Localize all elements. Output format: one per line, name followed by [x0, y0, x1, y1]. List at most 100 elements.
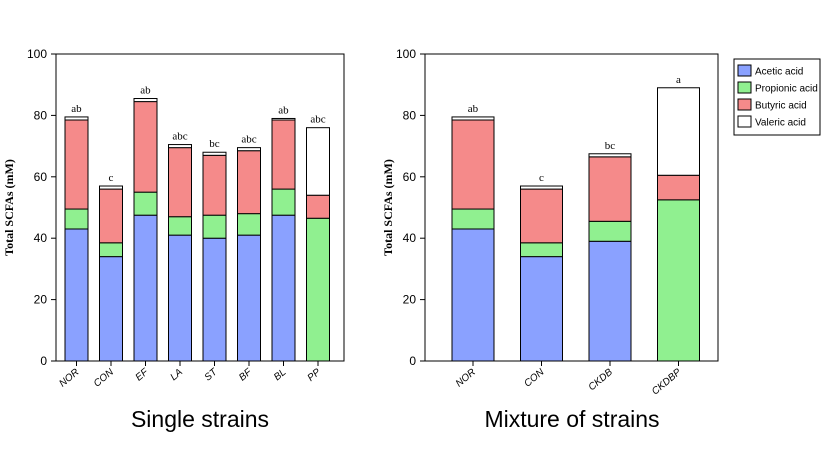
- bar-nor-acetic-acid: [64, 228, 89, 362]
- bar-con-propionic-acid: [99, 242, 123, 258]
- bar-con-propionic-acid: [520, 242, 563, 258]
- significance-label-la: abc: [172, 131, 187, 143]
- bar-con-acetic-acid: [520, 256, 563, 362]
- significance-label-pp: abc: [310, 114, 325, 126]
- x-tick-label-st: ST: [203, 366, 221, 383]
- bar-st-propionic-acid: [202, 214, 227, 239]
- y-tick-label: 60: [403, 170, 417, 184]
- significance-label-ckdbp: a: [676, 74, 681, 86]
- bar-nor-propionic-acid: [451, 208, 495, 230]
- y-tick-label: 0: [409, 354, 416, 368]
- bar-ef-butyric-acid: [133, 101, 158, 193]
- bar-ckdb-butyric-acid: [588, 156, 632, 222]
- bar-bf-butyric-acid: [237, 150, 261, 215]
- legend: Acetic acid Propionic acid Butyric acid Val…: [733, 58, 821, 136]
- bar-st-butyric-acid: [202, 154, 227, 216]
- x-tick-label-nor: NOR: [57, 367, 81, 390]
- x-tick-label-ckdb: CKDB: [587, 367, 616, 393]
- bar-st-acetic-acid: [202, 237, 227, 362]
- legend-label-propionic-acid: Propionic acid: [755, 84, 818, 95]
- significance-label-ef: ab: [140, 85, 151, 97]
- bar-bl-butyric-acid: [271, 119, 296, 190]
- legend-label-acetic-acid: Acetic acid: [755, 67, 803, 78]
- bar-pp-valeric-acid: [306, 127, 330, 196]
- significance-label-con: c: [539, 172, 544, 184]
- y-tick-label: 20: [34, 293, 48, 307]
- x-tick-label-la: LA: [168, 367, 185, 384]
- y-tick-label: 60: [34, 170, 48, 184]
- bar-bf-valeric-acid: [237, 147, 261, 152]
- bar-nor-propionic-acid: [64, 208, 89, 230]
- bar-con-butyric-acid: [99, 188, 123, 244]
- y-tick-label: 20: [403, 293, 417, 307]
- bar-ef-valeric-acid: [133, 98, 158, 103]
- bar-bl-valeric-acid: [271, 117, 296, 121]
- x-tick-label-con: CON: [522, 366, 547, 389]
- plot-frame: [55, 53, 345, 362]
- y-tick-label: 80: [403, 108, 417, 122]
- bar-con-valeric-acid: [99, 185, 123, 190]
- significance-label-ckdb: bc: [605, 140, 616, 152]
- significance-label-st: bc: [209, 138, 220, 150]
- bar-ckdb-propionic-acid: [588, 220, 632, 242]
- x-tick-label-ef: EF: [134, 366, 152, 383]
- bar-la-valeric-acid: [168, 144, 192, 149]
- y-tick-label: 40: [34, 231, 48, 245]
- legend-label-butyric-acid: Butyric acid: [755, 101, 807, 112]
- bar-ef-acetic-acid: [133, 214, 158, 362]
- y-axis-label: Total SCFAs (mM): [381, 159, 395, 256]
- legend-swatch-butyric-acid: [737, 98, 752, 111]
- bar-la-butyric-acid: [168, 147, 192, 218]
- y-axis-label: Total SCFAs (mM): [2, 159, 16, 256]
- chart-mixture-of-strains: 0 20 40 60 80 100 Total SCFAs (mM) NOR ab CON c CKD…: [381, 47, 719, 432]
- significance-label-con: c: [109, 172, 114, 184]
- x-tick-label-ckdbp: CKDBP: [650, 367, 684, 398]
- y-tick-label: 80: [34, 108, 48, 122]
- bar-nor-butyric-acid: [451, 119, 495, 210]
- bar-ckdbp-butyric-acid: [657, 174, 700, 201]
- bar-ckdb-valeric-acid: [588, 153, 632, 158]
- significance-label-bf: abc: [241, 134, 256, 146]
- x-tick-label-con: CON: [92, 366, 117, 389]
- legend-swatch-propionic-acid: [737, 81, 752, 94]
- y-tick-label: 40: [403, 231, 417, 245]
- chart-caption: Mixture of strains: [484, 406, 659, 432]
- bar-nor-butyric-acid: [64, 119, 89, 210]
- bar-nor-valeric-acid: [451, 116, 495, 121]
- legend-label-valeric-acid: Valeric acid: [755, 118, 806, 129]
- bar-con-valeric-acid: [520, 185, 563, 190]
- bar-pp-propionic-acid: [306, 217, 330, 362]
- bar-ckdbp-propionic-acid: [657, 199, 700, 362]
- plot-frame: [424, 53, 719, 362]
- bar-bf-acetic-acid: [237, 234, 261, 362]
- bar-ckdb-acetic-acid: [588, 240, 632, 362]
- significance-label-bl: ab: [278, 104, 289, 116]
- bar-pp-butyric-acid: [306, 194, 330, 219]
- y-tick-label: 100: [27, 47, 47, 61]
- significance-label-nor: ab: [71, 103, 82, 115]
- y-tick-label: 100: [396, 47, 416, 61]
- chart-single-strains: 0 20 40 60 80 100 Total SCFAs (mM) NOR ab CON c EF a…: [2, 47, 345, 432]
- bar-la-propionic-acid: [168, 216, 192, 236]
- legend-swatch-valeric-acid: [737, 115, 752, 128]
- bar-bl-propionic-acid: [271, 188, 296, 216]
- bar-bf-propionic-acid: [237, 213, 261, 236]
- bar-nor-acetic-acid: [451, 228, 495, 362]
- x-tick-label-bf: BF: [237, 366, 255, 383]
- x-tick-label-nor: NOR: [454, 367, 478, 390]
- bar-ckdbp-valeric-acid: [657, 87, 700, 176]
- legend-swatch-acetic-acid: [737, 64, 752, 77]
- bar-con-acetic-acid: [99, 256, 123, 362]
- bar-st-valeric-acid: [202, 151, 227, 156]
- bar-con-butyric-acid: [520, 188, 563, 244]
- bar-ef-propionic-acid: [133, 191, 158, 216]
- x-tick-label-pp: PP: [306, 367, 324, 384]
- y-tick-label: 0: [40, 354, 47, 368]
- bar-nor-valeric-acid: [64, 116, 89, 121]
- bar-la-acetic-acid: [168, 234, 192, 362]
- x-tick-label-bl: BL: [272, 367, 288, 383]
- bar-bl-acetic-acid: [271, 214, 296, 362]
- chart-caption: Single strains: [131, 406, 269, 432]
- significance-label-nor: ab: [468, 103, 479, 115]
